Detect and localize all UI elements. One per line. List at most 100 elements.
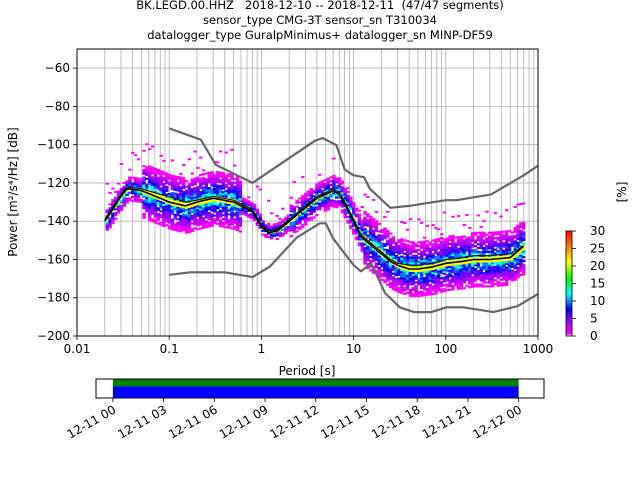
density-cell — [499, 255, 503, 258]
density-cell — [332, 199, 336, 202]
density-cell — [210, 213, 214, 216]
density-cell — [505, 276, 509, 279]
density-cell — [182, 225, 186, 228]
density-cell — [125, 201, 129, 204]
density-cell — [408, 288, 413, 292]
density-cell — [275, 232, 279, 235]
density-cell — [176, 210, 180, 213]
density-cell — [156, 201, 160, 204]
density-cell — [513, 205, 517, 208]
density-cell — [422, 273, 427, 276]
density-cell — [199, 177, 203, 180]
density-cell — [462, 279, 466, 282]
density-cell — [182, 177, 186, 180]
density-cell — [394, 264, 398, 267]
density-cell — [190, 210, 194, 214]
density-cell — [156, 180, 160, 183]
density-cell — [437, 245, 441, 248]
density-cell — [448, 235, 452, 238]
density-cell — [519, 231, 523, 234]
density-cell — [490, 277, 495, 280]
density-cell — [405, 244, 410, 247]
density-cell — [301, 216, 305, 219]
density-cell — [165, 195, 169, 198]
density-cell — [485, 275, 489, 278]
density-cell — [111, 204, 115, 207]
density-cell — [417, 277, 421, 280]
density-cell — [281, 221, 285, 224]
density-cell — [357, 221, 362, 224]
density-cell — [298, 207, 302, 210]
density-cell — [516, 274, 520, 277]
density-cell — [111, 218, 115, 221]
density-cell — [111, 222, 115, 225]
density-cell — [230, 213, 234, 216]
density-cell — [451, 275, 455, 278]
density-cell — [108, 191, 112, 194]
density-cell — [366, 257, 370, 260]
x-axis-label: Period [s] — [279, 364, 336, 378]
density-cell — [153, 169, 158, 172]
density-cell — [369, 269, 373, 272]
density-cell — [391, 249, 396, 252]
density-cell — [448, 239, 452, 242]
density-cell — [309, 207, 313, 210]
density-cell — [354, 220, 359, 224]
density-cell — [210, 205, 214, 208]
density-cell — [386, 264, 390, 267]
density-cell — [451, 255, 455, 259]
density-cell — [408, 277, 413, 280]
density-cell — [451, 267, 455, 270]
density-cell — [278, 233, 282, 236]
density-cell — [471, 251, 475, 254]
density-cell — [241, 201, 245, 204]
density-cell — [369, 232, 373, 236]
density-cell — [153, 219, 158, 222]
density-cell — [159, 170, 163, 173]
density-cell — [233, 208, 237, 211]
density-cell — [403, 292, 407, 295]
density-cell — [233, 164, 237, 167]
density-cell — [230, 190, 234, 194]
density-cell — [442, 289, 447, 293]
density-cell — [482, 275, 486, 278]
density-cell — [193, 227, 197, 230]
density-cell — [482, 273, 486, 276]
density-cell — [233, 178, 237, 181]
density-cell — [513, 253, 517, 256]
density-cell — [145, 198, 149, 201]
density-cell — [173, 209, 177, 212]
density-cell — [445, 275, 449, 278]
density-cell — [148, 207, 152, 210]
density-cell — [224, 193, 228, 196]
density-cell — [227, 190, 231, 193]
density-cell — [363, 210, 367, 213]
density-cell — [391, 245, 396, 248]
density-cell — [496, 233, 500, 236]
density-cell — [167, 198, 172, 201]
density-cell — [388, 247, 393, 250]
density-cell — [482, 268, 486, 271]
density-cell — [170, 182, 175, 185]
density-cell — [173, 198, 177, 201]
density-cell — [173, 182, 177, 186]
density-cell — [179, 205, 183, 208]
density-cell — [238, 230, 243, 233]
density-cell — [190, 228, 194, 231]
density-cell — [473, 239, 478, 242]
density-cell — [422, 240, 427, 243]
density-cell — [349, 221, 353, 224]
density-cell — [167, 213, 172, 217]
density-cell — [454, 249, 458, 253]
density-cell — [516, 255, 520, 258]
density-cell — [303, 200, 308, 203]
density-cell — [318, 202, 322, 205]
density-cell — [303, 208, 308, 211]
density-cell — [428, 287, 432, 290]
density-cell — [434, 248, 438, 251]
density-cell — [204, 222, 209, 225]
density-cell — [465, 240, 469, 243]
density-cell — [165, 180, 169, 183]
density-cell — [309, 203, 313, 206]
density-cell — [496, 242, 500, 245]
